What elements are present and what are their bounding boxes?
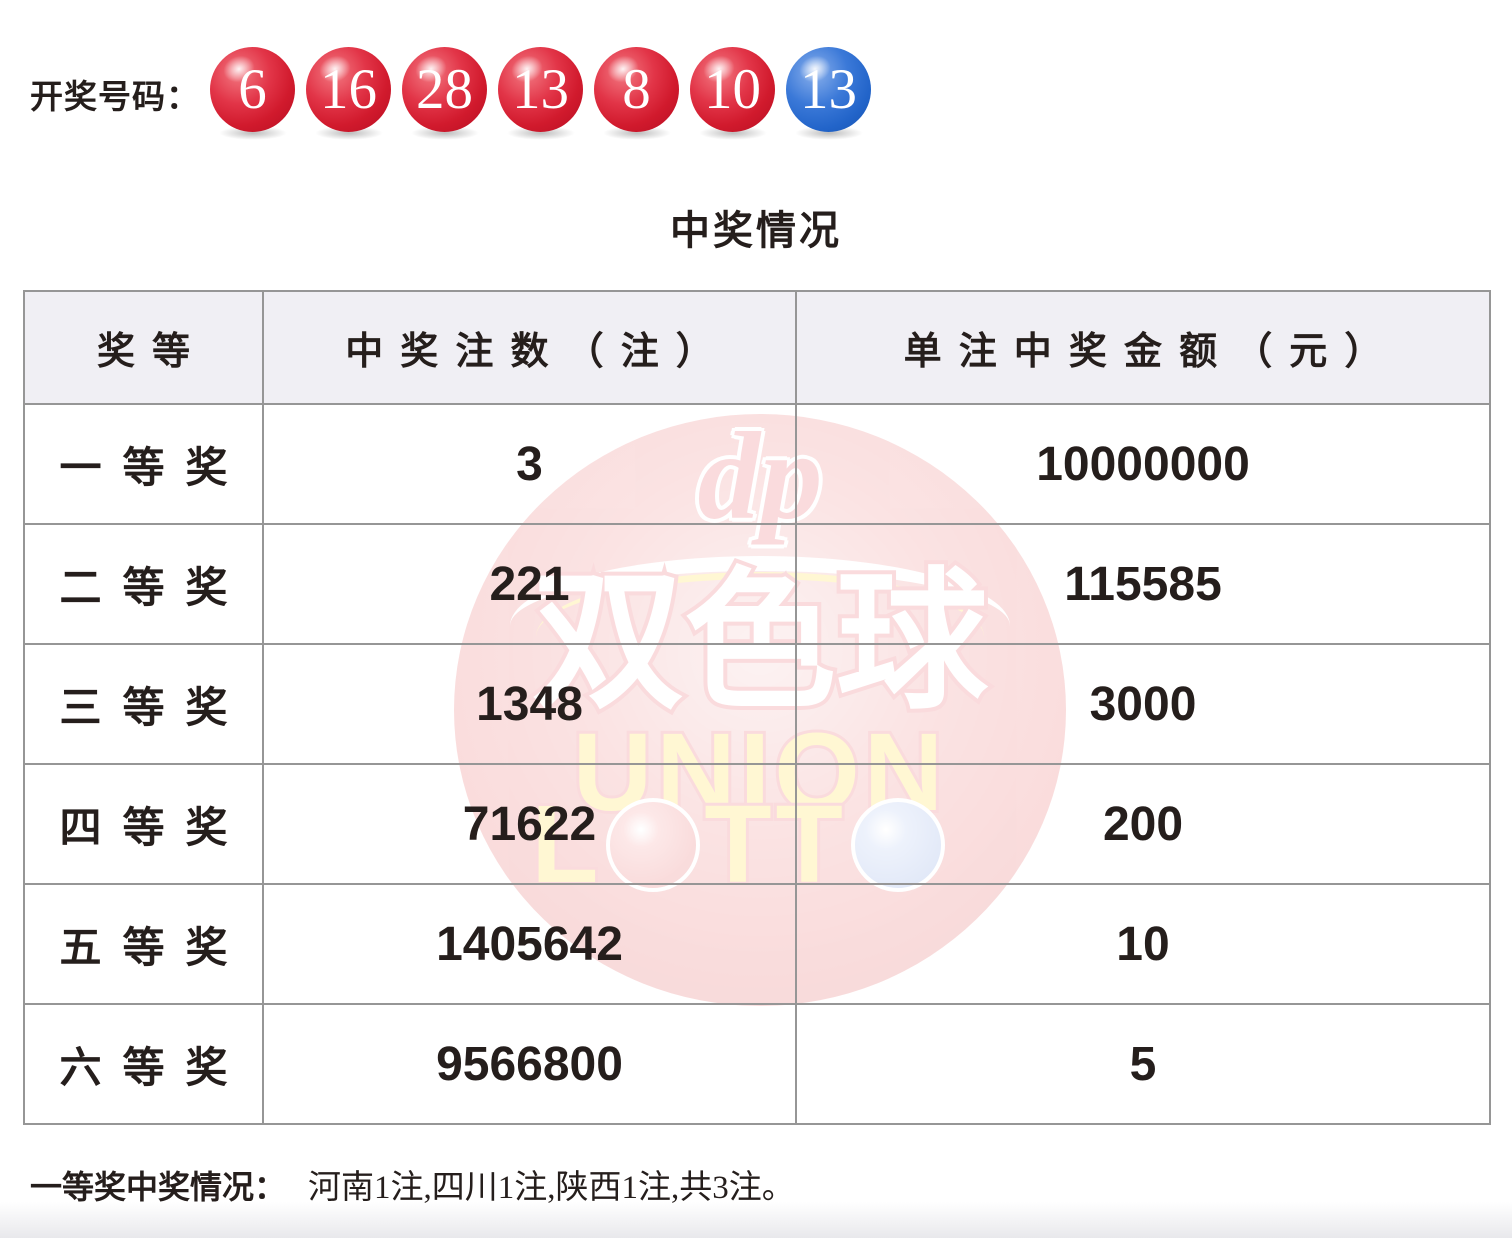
red-ball-2: 16	[306, 47, 391, 140]
winner-count: 9566800	[262, 1003, 797, 1125]
col-header-tier: 奖等	[23, 290, 264, 405]
winner-count: 221	[262, 523, 797, 645]
bottom-gradient-band	[0, 1202, 1512, 1238]
table-row: 二等奖 221 115585	[23, 523, 1491, 645]
prize-amount: 3000	[795, 643, 1491, 765]
red-ball-5: 8	[594, 47, 679, 140]
footnote-label: 一等奖中奖情况：	[30, 1169, 287, 1205]
prize-amount: 115585	[795, 523, 1491, 645]
footnote-detail: 河南1注,四川1注,陕西1注,共3注。	[308, 1170, 795, 1206]
prize-tier: 四等奖	[23, 763, 264, 885]
table-row: 一等奖 3 10000000	[23, 403, 1491, 525]
red-ball-4: 13	[498, 47, 583, 140]
col-header-amount: 单注中奖金额（元）	[795, 290, 1491, 405]
blue-ball: 13	[786, 47, 871, 140]
winner-count: 3	[262, 403, 797, 525]
table-row: 四等奖 71622 200	[23, 763, 1491, 885]
table-row: 五等奖 1405642 10	[23, 883, 1491, 1005]
page-title: 中奖情况	[670, 209, 842, 253]
first-prize-footnote: 一等奖中奖情况： 河南1注,四川1注,陕西1注,共3注。	[30, 1160, 795, 1208]
prize-tier: 一等奖	[23, 403, 264, 525]
table-header-row: 奖等 中奖注数（注） 单注中奖金额（元）	[23, 290, 1491, 405]
winner-count: 71622	[262, 763, 797, 885]
prize-tier: 三等奖	[23, 643, 264, 765]
prize-table: 奖等 中奖注数（注） 单注中奖金额（元） 一等奖 3 10000000 二等奖 …	[23, 290, 1491, 1125]
winner-count: 1348	[262, 643, 797, 765]
table-row: 三等奖 1348 3000	[23, 643, 1491, 765]
prize-amount: 200	[795, 763, 1491, 885]
prize-amount: 10000000	[795, 403, 1491, 525]
prize-tier: 六等奖	[23, 1003, 264, 1125]
prize-amount: 5	[795, 1003, 1491, 1125]
table-row: 六等奖 9566800 5	[23, 1003, 1491, 1125]
col-header-count: 中奖注数（注）	[262, 290, 797, 405]
draw-numbers-label: 开奖号码：	[30, 78, 200, 115]
red-ball-3: 28	[402, 47, 487, 140]
prize-tier: 二等奖	[23, 523, 264, 645]
prize-tier: 五等奖	[23, 883, 264, 1005]
winner-count: 1405642	[262, 883, 797, 1005]
prize-amount: 10	[795, 883, 1491, 1005]
draw-balls-row: 6 16 28 13 8 10 13	[210, 47, 871, 140]
red-ball-1: 6	[210, 47, 295, 140]
red-ball-6: 10	[690, 47, 775, 140]
